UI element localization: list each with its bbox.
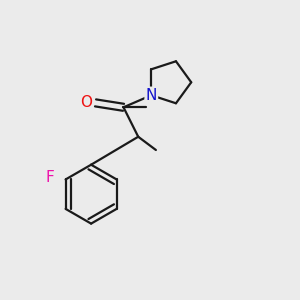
Text: O: O (80, 95, 92, 110)
Text: N: N (146, 88, 157, 103)
Text: F: F (45, 170, 54, 185)
